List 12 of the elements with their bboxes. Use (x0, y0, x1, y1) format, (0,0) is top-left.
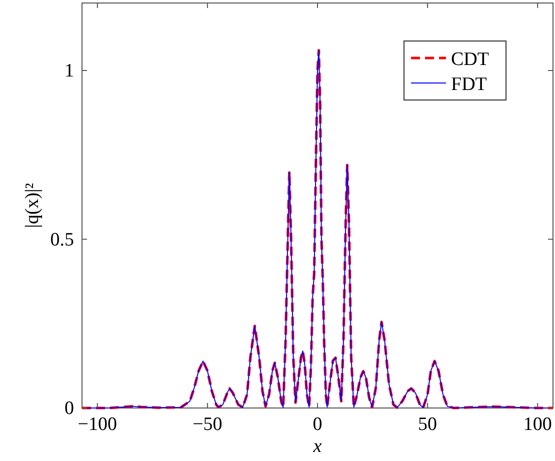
y-tick-label: 1 (64, 60, 74, 82)
x-tick-label: 50 (418, 414, 438, 435)
legend-label: CDT (451, 49, 490, 70)
x-tick-label: −50 (192, 414, 222, 435)
x-tick-label: 0 (312, 414, 322, 435)
x-axis-title: x (312, 436, 322, 457)
x-tick-label: 100 (523, 414, 552, 435)
y-axis-title: |q(x)|² (22, 182, 43, 228)
y-tick-label: 0 (64, 398, 74, 419)
y-tick-label: 0.5 (50, 229, 74, 250)
legend-label: FDT (451, 74, 488, 95)
x-tick-label: −100 (78, 414, 118, 435)
